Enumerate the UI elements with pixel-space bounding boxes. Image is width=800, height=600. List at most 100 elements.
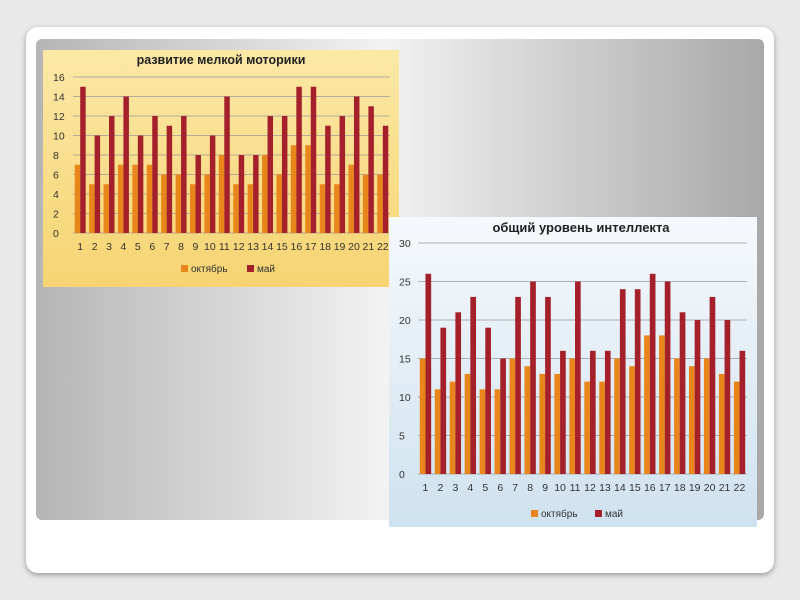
x-tick-label: 19	[334, 241, 346, 253]
bar-october	[449, 381, 456, 474]
x-tick-label: 15	[276, 241, 288, 253]
chart-general-intelligence: общий уровень интеллекта 0 5 10 15 20 25 30 1 2 3…	[389, 217, 757, 527]
bar-may	[619, 289, 626, 474]
bar-october	[362, 174, 369, 233]
bar-october	[190, 184, 196, 233]
x-tick-label: 9	[542, 482, 548, 494]
legend-swatch-october	[181, 265, 188, 272]
legend-swatch-october	[531, 510, 538, 517]
bar-may	[209, 135, 216, 233]
bar-may	[649, 273, 656, 474]
chart-fine-motor-skills: развитие мелкой моторики 0 2 4 6 8 10 12 14 16 1 2…	[43, 50, 399, 287]
bar-may	[353, 96, 360, 233]
bar-october	[319, 184, 326, 233]
bar-may	[545, 296, 551, 474]
x-tick-label: 4	[121, 241, 127, 253]
bar-may	[634, 289, 641, 474]
bar-october	[247, 184, 254, 233]
y-tick-label: 20	[399, 315, 411, 327]
x-tick-label: 18	[674, 482, 686, 494]
bar-may	[267, 116, 273, 233]
bar-october	[132, 164, 138, 233]
y-tick-label: 10	[399, 392, 411, 404]
bar-october	[554, 373, 561, 474]
bar-may	[296, 86, 302, 233]
bar-october	[688, 366, 695, 474]
y-tick-label: 8	[53, 150, 59, 162]
x-tick-label: 13	[247, 241, 259, 253]
bar-may	[310, 86, 317, 233]
bar-october	[479, 389, 486, 474]
bar-october	[117, 164, 124, 233]
y-tick-label: 15	[399, 354, 411, 366]
x-tick-label: 11	[219, 241, 230, 253]
x-tick-label: 2	[92, 241, 98, 253]
y-tick-label: 10	[53, 131, 65, 143]
y-tick-label: 25	[399, 277, 411, 289]
x-tick-label: 18	[319, 241, 331, 253]
bar-may	[253, 155, 259, 233]
x-tick-label: 3	[106, 241, 112, 253]
bar-may	[575, 281, 581, 474]
bar-october	[233, 184, 239, 233]
x-tick-label: 2	[438, 482, 444, 494]
bar-may	[425, 273, 432, 474]
bar-october	[175, 174, 182, 233]
x-tick-label: 15	[629, 482, 641, 494]
x-tick-label: 1	[77, 241, 83, 253]
bar-may	[739, 350, 746, 474]
bar-october	[659, 335, 665, 474]
x-tick-label: 1	[423, 482, 429, 494]
bar-may	[724, 320, 731, 474]
x-tick-label: 19	[689, 482, 701, 494]
bar-may	[339, 116, 346, 233]
legend-label: май	[605, 509, 623, 520]
bar-october	[674, 358, 680, 474]
y-tick-label: 0	[399, 469, 405, 481]
bar-may	[382, 125, 389, 233]
x-tick-label: 6	[149, 241, 155, 253]
bar-may	[166, 125, 173, 233]
bar-october	[161, 174, 167, 233]
bar-october	[614, 358, 620, 474]
legend-label: октябрь	[191, 263, 228, 275]
bar-october	[629, 366, 635, 474]
y-tick-label: 0	[53, 228, 59, 240]
x-tick-label: 6	[497, 482, 503, 494]
x-tick-label: 21	[363, 241, 375, 253]
bar-may	[560, 350, 566, 474]
bar-may	[679, 312, 686, 474]
bar-october	[524, 366, 531, 474]
x-tick-label: 10	[204, 241, 216, 253]
bar-may	[195, 155, 201, 233]
bar-october	[644, 335, 650, 474]
bar-october	[494, 389, 501, 474]
bar-may	[500, 358, 506, 474]
bar-october	[569, 358, 576, 474]
bar-october	[419, 358, 426, 474]
x-tick-label: 8	[527, 482, 533, 494]
x-tick-label: 17	[305, 241, 317, 253]
bar-october	[599, 381, 605, 474]
bar-may	[604, 350, 611, 474]
y-tick-label: 2	[53, 209, 59, 221]
x-tick-label: 22	[377, 241, 389, 253]
bar-october	[74, 164, 81, 233]
bar-october	[718, 373, 725, 474]
bar-october	[305, 145, 311, 233]
x-tick-label: 10	[554, 482, 566, 494]
x-tick-label: 9	[193, 241, 199, 253]
x-tick-label: 20	[704, 482, 716, 494]
x-tick-label: 13	[599, 482, 611, 494]
x-tick-label: 16	[644, 482, 656, 494]
bar-october	[539, 373, 546, 474]
bar-may	[109, 116, 115, 233]
bar-october	[703, 358, 710, 474]
x-tick-label: 16	[290, 241, 302, 253]
x-tick-label: 14	[262, 241, 274, 253]
x-tick-label: 11	[570, 482, 581, 494]
x-tick-label: 4	[467, 482, 473, 494]
x-tick-label: 8	[178, 241, 184, 253]
bar-may	[455, 312, 462, 474]
